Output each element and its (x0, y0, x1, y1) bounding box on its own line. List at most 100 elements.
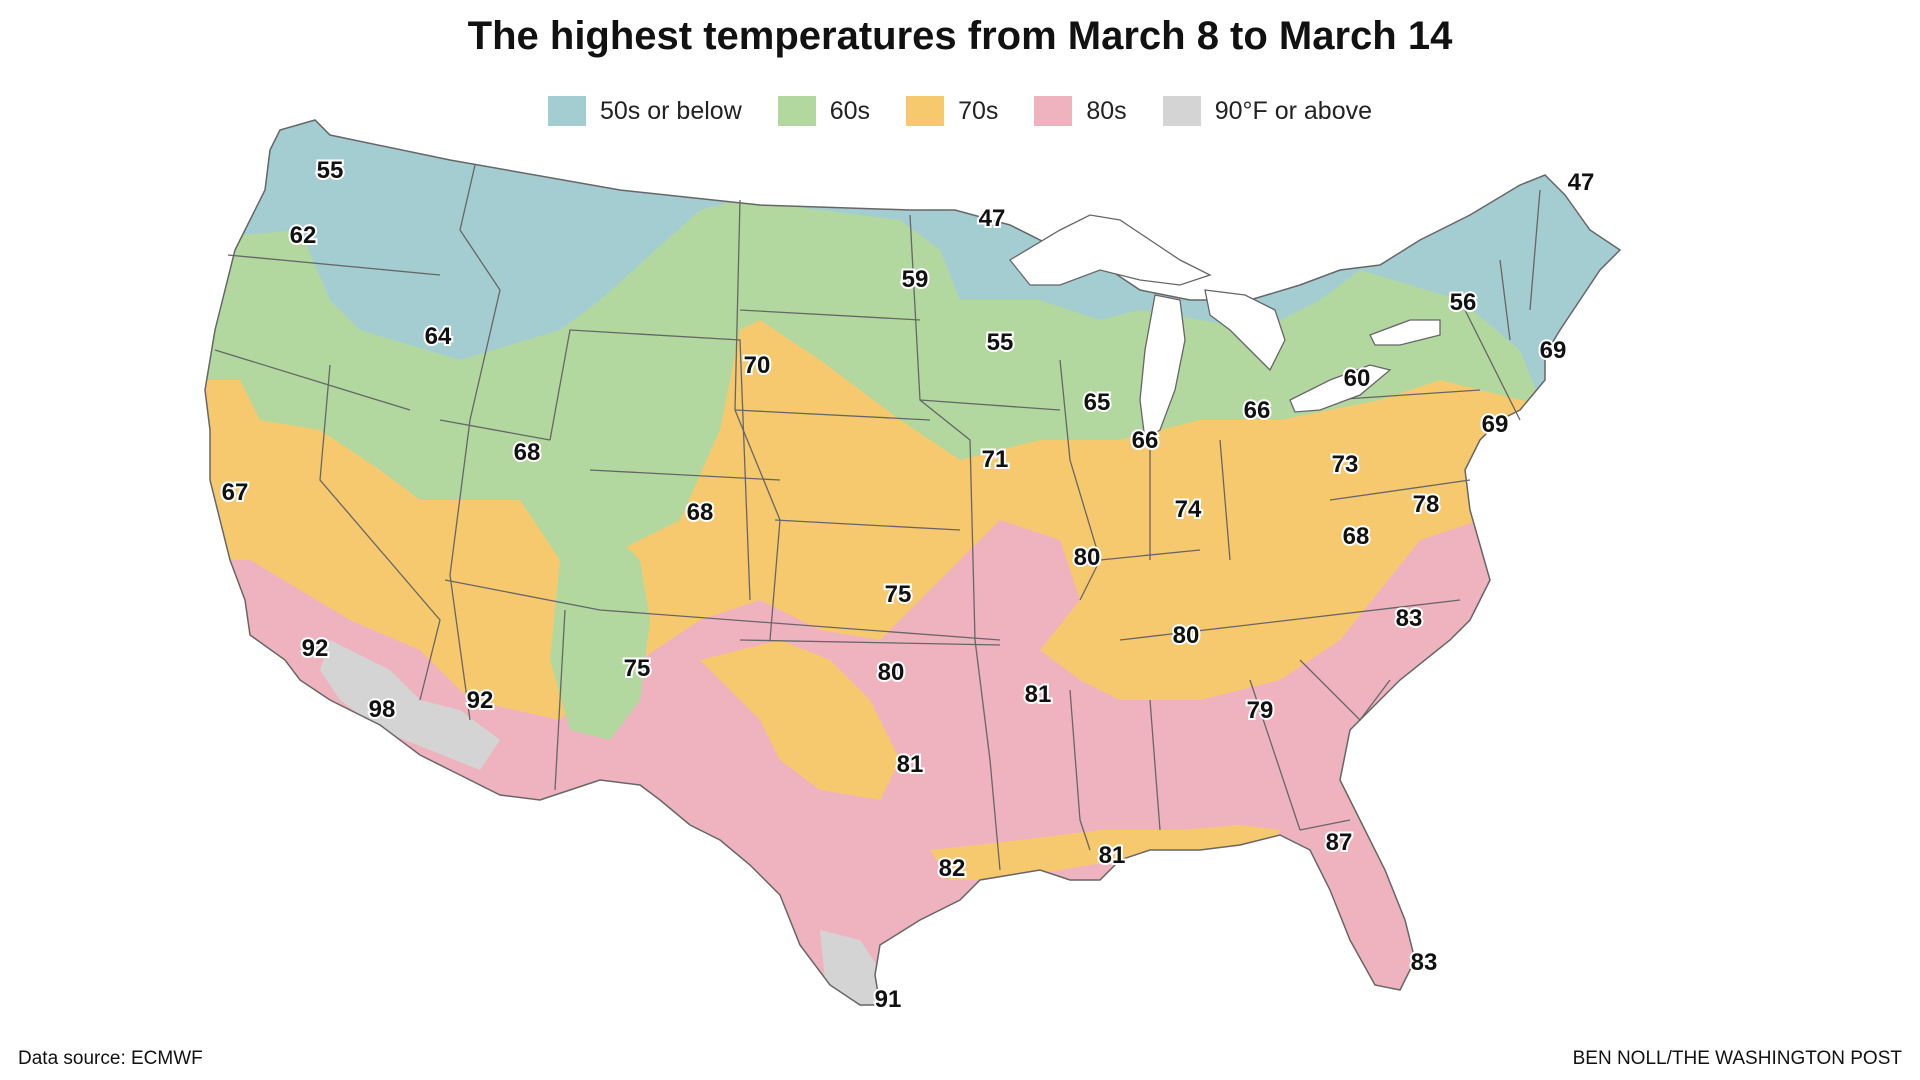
state-border (739, 309, 921, 321)
temp-label-northern-minnesota: 47 (979, 205, 1006, 232)
state-border (439, 419, 551, 441)
legend-swatch (548, 96, 586, 126)
legend-label: 70s (958, 96, 999, 125)
state-border (1059, 359, 1101, 601)
legend-swatch (1162, 96, 1201, 126)
lake-ontario (1369, 319, 1441, 346)
legend: 50s or below 60s 70s 80s 90°F or above (0, 96, 1920, 126)
state-border (549, 329, 751, 601)
state-border (1329, 389, 1481, 401)
temp-label-rapid-city: 70 (744, 352, 771, 379)
temp-label-washington-dc: 78 (1413, 491, 1440, 518)
credit-line: BEN NOLL/THE WASHINGTON POST (1572, 1048, 1902, 1069)
state-border (1219, 439, 1231, 561)
temp-label-phoenix: 92 (467, 687, 494, 714)
temp-label-buffalo: 60 (1344, 365, 1371, 392)
temp-label-miami: 83 (1411, 949, 1438, 976)
temp-label-imperial-valley: 98 (369, 696, 396, 723)
zone-70s-texas-band (700, 640, 900, 800)
state-border (734, 199, 781, 641)
state-border (214, 349, 411, 411)
temp-label-portland: 62 (290, 222, 317, 249)
lake-superior (1009, 214, 1212, 286)
temp-label-jacksonville: 87 (1326, 829, 1353, 856)
temp-label-brownsville: 91 (875, 986, 902, 1013)
temp-label-des-moines: 71 (982, 446, 1009, 473)
state-border (1119, 599, 1461, 641)
data-source: Data source: ECMWF (18, 1048, 203, 1069)
temp-label-oklahoma-city: 80 (878, 659, 905, 686)
temp-label-dallas: 81 (897, 751, 924, 778)
legend-label: 60s (829, 96, 871, 125)
zone-60s-mountain-band (550, 520, 650, 740)
zone-70s-gulf-band (930, 825, 1280, 880)
temp-label-fargo: 59 (902, 266, 929, 293)
temp-label-detroit: 66 (1244, 397, 1271, 424)
state-border (1149, 699, 1161, 831)
temp-label-san-francisco: 67 (222, 479, 249, 506)
zone-90s-socal (320, 640, 500, 770)
legend-item-60s: 60s (777, 96, 871, 126)
state-border (774, 519, 961, 531)
legend-label: 90°F or above (1214, 96, 1372, 125)
state-border (319, 364, 441, 701)
temp-label-west-virginia: 68 (1343, 523, 1370, 550)
temp-label-boise: 64 (425, 323, 452, 350)
temp-label-northern-maine: 47 (1568, 169, 1595, 196)
legend-swatch (1034, 96, 1073, 126)
state-border (449, 164, 501, 721)
temp-label-nashville: 80 (1173, 622, 1200, 649)
temp-label-chicago: 66 (1132, 427, 1159, 454)
temperature-zones (205, 120, 1620, 1005)
state-border (1459, 299, 1521, 421)
legend-swatch (777, 96, 816, 126)
temp-label-albuquerque: 75 (624, 655, 651, 682)
temp-label-denver: 68 (687, 499, 714, 526)
state-border (1529, 189, 1541, 311)
state-border (1499, 259, 1511, 341)
temp-label-minneapolis: 55 (987, 329, 1014, 356)
temp-label-st-louis: 80 (1074, 544, 1101, 571)
temp-label-little-rock: 81 (1025, 681, 1052, 708)
temp-label-raleigh: 83 (1396, 605, 1423, 632)
zone-90s-south-texas (820, 930, 880, 1005)
temp-label-boston: 69 (1540, 337, 1567, 364)
lake-huron (1204, 289, 1286, 372)
temp-label-albany: 56 (1450, 289, 1477, 316)
temp-label-seattle: 55 (317, 157, 344, 184)
state-border (1069, 689, 1091, 851)
legend-item-50s: 50s or below (548, 96, 742, 126)
temp-label-atlanta: 79 (1247, 697, 1274, 724)
state-border (1249, 679, 1301, 831)
lake-erie (1289, 364, 1392, 413)
legend-item-70s: 70s (906, 96, 998, 126)
legend-label: 80s (1086, 96, 1127, 125)
temperature-labels: 55 62 64 67 92 98 92 68 68 75 70 59 47 5… (220, 155, 1597, 1015)
map-title: The highest temperatures from March 8 to… (467, 14, 1453, 58)
state-border (1299, 819, 1351, 831)
temp-label-indianapolis: 74 (1175, 496, 1202, 523)
lake-michigan (1139, 294, 1186, 442)
temp-label-pittsburgh: 73 (1332, 451, 1359, 478)
legend-item-90s: 90°F or above (1162, 96, 1372, 126)
state-border (444, 579, 1001, 641)
state-border (227, 254, 441, 276)
state-border (919, 399, 1061, 411)
state-border (739, 639, 1001, 646)
temp-label-salt-lake-city: 68 (514, 439, 541, 466)
temp-label-madison: 65 (1084, 389, 1111, 416)
legend-swatch (906, 96, 945, 126)
state-border (734, 409, 931, 421)
temp-label-wichita: 75 (885, 581, 912, 608)
state-border (909, 214, 1001, 871)
temp-label-los-angeles: 92 (302, 635, 329, 662)
legend-label: 50s or below (600, 96, 742, 125)
temp-label-new-orleans: 81 (1099, 842, 1126, 869)
temp-label-new-york: 69 (1482, 411, 1509, 438)
state-border (589, 469, 781, 481)
state-border (1329, 479, 1471, 501)
state-border (1299, 659, 1391, 721)
temp-label-houston: 82 (939, 855, 966, 882)
state-borders (214, 164, 1541, 871)
